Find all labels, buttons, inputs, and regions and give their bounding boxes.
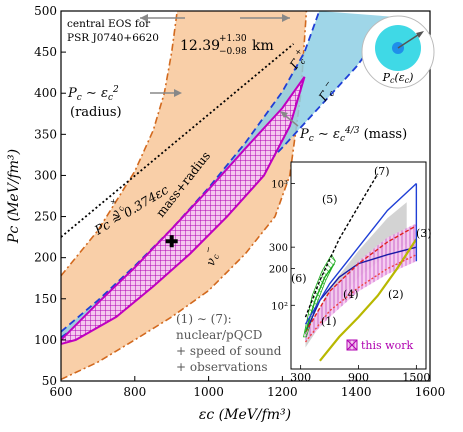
plot-frame [60, 10, 431, 382]
y-tick-label: 250 [34, 210, 57, 224]
gamma-plus-curve [61, 11, 321, 333]
svg-text:(radius): (radius) [70, 105, 122, 120]
inset-y-tick-label: 10² [271, 301, 288, 312]
y-tick-label: 450 [34, 45, 57, 59]
footnote-line-3: + speed of sound [176, 344, 282, 358]
inset-curve-label: (5) [322, 193, 338, 206]
inset-curve-label: (2) [388, 288, 404, 301]
inset-curve-c2 [319, 238, 418, 362]
y-axis-label: Pc (MeV/fm³) [6, 149, 22, 244]
inset-y-tick-label: 200 [269, 265, 288, 276]
svg-text:Pc ∼ εc4/3 (mass): Pc ∼ εc4/3 (mass) [299, 126, 407, 144]
radius-value: 12.39 [180, 38, 220, 54]
inset-this-work-region [305, 223, 417, 342]
inset-curve-label: (4) [343, 288, 359, 301]
x-tick-label: 1600 [415, 385, 446, 399]
x-tick-label: 1400 [341, 385, 372, 399]
inset-curve-c1 [304, 246, 417, 333]
inset-curve-c4 [304, 254, 417, 343]
svg-text:Pc(εc): Pc(εc) [382, 71, 414, 85]
x-tick-label: 600 [50, 385, 73, 399]
x-tick-label: 800 [123, 385, 146, 399]
y-tick-label: 400 [34, 86, 57, 100]
inset-legend-label: this work [361, 339, 413, 352]
y-tick-label: 200 [34, 251, 57, 265]
eos-title-line2: PSR J0740+6620 [67, 32, 159, 44]
x-axis-label: εc (MeV/fm³) [199, 407, 291, 423]
eos-title: central EOS for [67, 18, 151, 30]
y-tick-label: 300 [34, 168, 57, 182]
inset-curve-label: (1) [321, 315, 337, 328]
mass-radius-region [61, 76, 306, 346]
radius-unit: km [252, 38, 274, 54]
footnote-line-4: + observations [176, 360, 267, 374]
y-tick-label: 150 [34, 292, 57, 306]
x-tick-label: 1200 [267, 385, 298, 399]
footnote-line-2: nuclear/pQCD [176, 328, 262, 342]
y-tick-label: 350 [34, 127, 57, 141]
radius-sub: −0.98 [219, 47, 247, 57]
y-tick-label: 100 [34, 333, 57, 347]
inset-y-tick-label: 10³ [271, 179, 288, 190]
star-bubble-icon: Pc(εc) [361, 15, 435, 89]
radius-value-group: 12.39 +1.30 −0.98 km [140, 14, 290, 57]
x-tick-label: 1000 [193, 385, 224, 399]
nu-minus-curve [61, 11, 308, 381]
inset-x-tick-label: 300 [290, 371, 311, 384]
inset: 300 900 1500 10² 200 300 10³ (1) (2) (3) (4) (5) (6… [269, 161, 432, 384]
inset-curve-label: (7) [374, 165, 390, 178]
inset-curve-c3 [304, 225, 417, 333]
radius-line [61, 43, 295, 238]
inset-legend: this work [346, 339, 413, 352]
mass-scaling-label: Pc ∼ εc4/3 (mass) [280, 111, 407, 144]
inset-curve-label: (3) [416, 227, 432, 240]
footnote-line-1: (1) ∼ (7): [176, 312, 232, 326]
inset-curve-c5 [304, 173, 379, 318]
svg-text:Pc ∼ εc2: Pc ∼ εc2 [67, 85, 119, 103]
radius-sup: +1.30 [219, 34, 247, 44]
central-point-marker [165, 235, 178, 248]
inset-x-tick-label: 900 [348, 371, 369, 384]
y-tick-label: 500 [34, 4, 57, 18]
inset-y-tick-label: 300 [269, 243, 288, 254]
inset-curve-label: (6) [291, 272, 307, 285]
y-tick-label: 50 [42, 374, 57, 388]
radius-scaling-label: Pc ∼ εc2 (radius) [67, 85, 182, 120]
inset-x-tick-label: 1500 [402, 371, 430, 384]
inset-curve-c7 [304, 182, 417, 325]
